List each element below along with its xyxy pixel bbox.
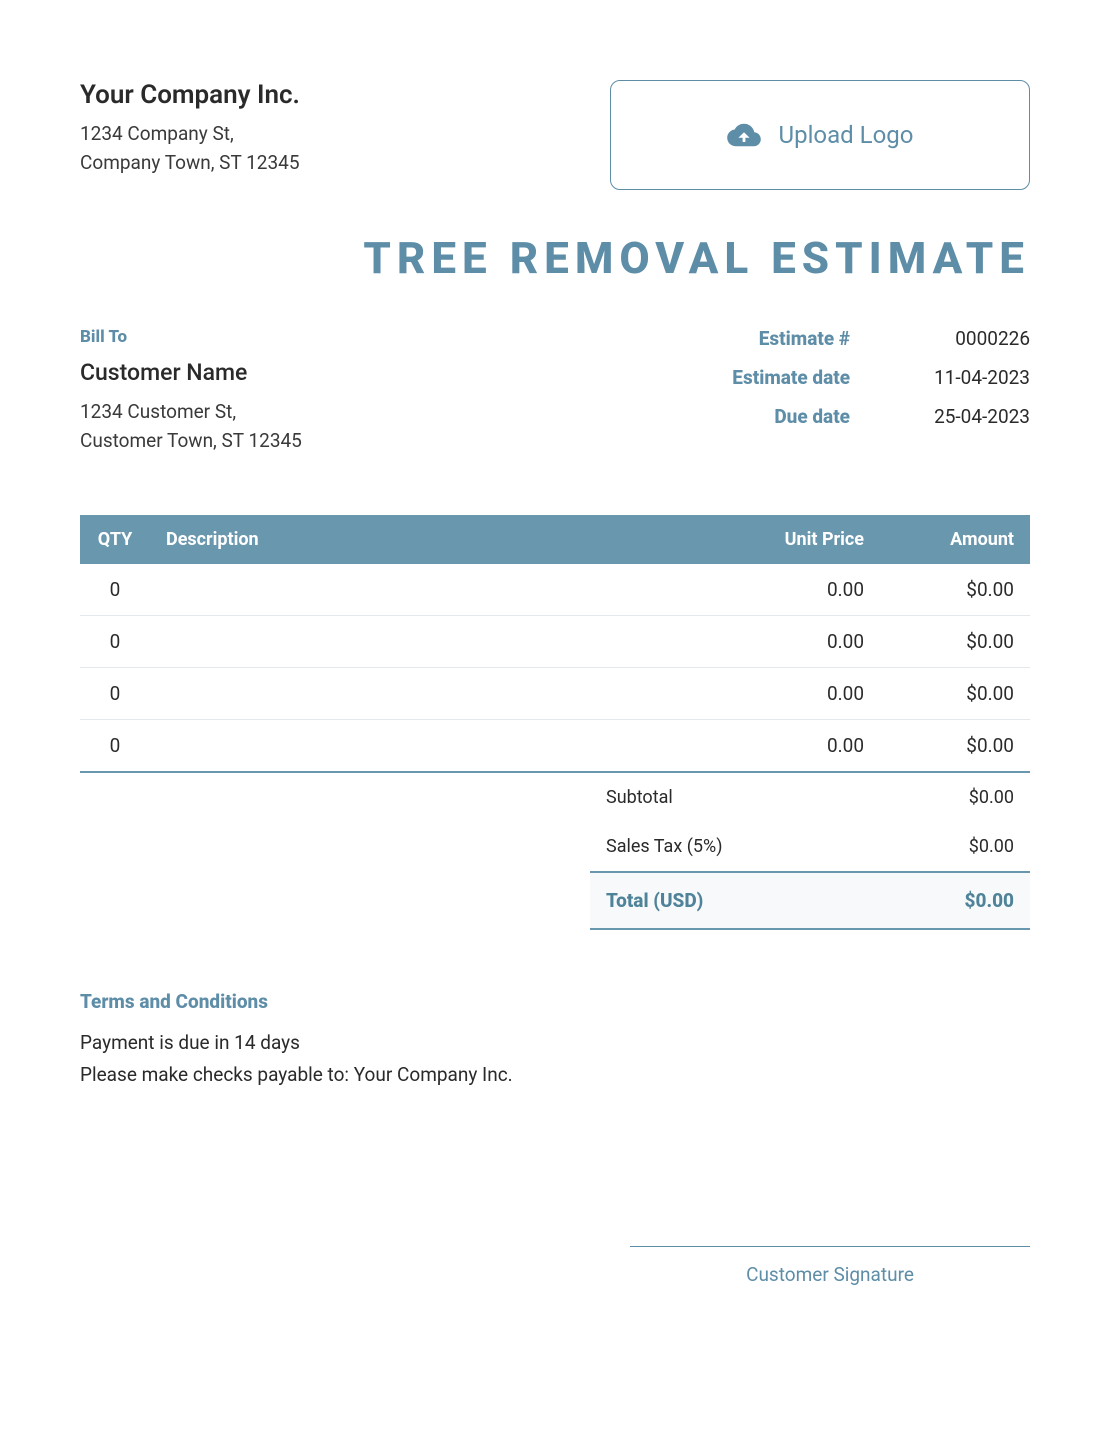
terms-section: Terms and Conditions Payment is due in 1… — [80, 990, 1030, 1092]
totals-section: Subtotal $0.00 Sales Tax (5%) $0.00 Tota… — [590, 773, 1030, 930]
signature-area: Customer Signature — [630, 1246, 1030, 1286]
cell-desc — [150, 616, 720, 668]
estimate-number-value: 0000226 — [900, 327, 1030, 350]
company-name: Your Company Inc. — [80, 80, 300, 110]
header: Your Company Inc. 1234 Company St, Compa… — [80, 80, 1030, 190]
cell-price: 0.00 — [720, 720, 880, 773]
terms-title: Terms and Conditions — [80, 990, 1030, 1013]
cell-amount: $0.00 — [880, 720, 1030, 773]
cell-qty: 0 — [80, 616, 150, 668]
line-items-table: QTY Description Unit Price Amount 0 0.00… — [80, 515, 1030, 773]
customer-name: Customer Name — [80, 359, 302, 386]
subtotal-label: Subtotal — [606, 787, 673, 808]
customer-address-line1: 1234 Customer St, — [80, 398, 302, 427]
terms-line2: Please make checks payable to: Your Comp… — [80, 1059, 1030, 1091]
estimate-date-value: 11-04-2023 — [900, 366, 1030, 389]
cell-amount: $0.00 — [880, 668, 1030, 720]
company-address: 1234 Company St, Company Town, ST 12345 — [80, 120, 300, 177]
terms-text: Payment is due in 14 days Please make ch… — [80, 1027, 1030, 1092]
grand-total-row: Total (USD) $0.00 — [590, 871, 1030, 930]
cell-price: 0.00 — [720, 564, 880, 616]
estimate-meta: Estimate # 0000226 Estimate date 11-04-2… — [670, 327, 1030, 455]
signature-line — [630, 1246, 1030, 1247]
company-address-line1: 1234 Company St, — [80, 120, 300, 149]
upload-logo-label: Upload Logo — [779, 121, 914, 149]
header-description: Description — [150, 515, 720, 564]
subtotal-value: $0.00 — [969, 787, 1014, 808]
table-row: 0 0.00 $0.00 — [80, 720, 1030, 773]
document-title: TREE REMOVAL ESTIMATE — [80, 230, 1030, 287]
company-info: Your Company Inc. 1234 Company St, Compa… — [80, 80, 300, 177]
cell-price: 0.00 — [720, 616, 880, 668]
grand-total-label: Total (USD) — [606, 889, 703, 912]
estimate-date-label: Estimate date — [670, 366, 850, 389]
tax-label: Sales Tax (5%) — [606, 836, 722, 857]
table-row: 0 0.00 $0.00 — [80, 564, 1030, 616]
signature-label: Customer Signature — [630, 1263, 1030, 1286]
header-amount: Amount — [880, 515, 1030, 564]
cell-desc — [150, 720, 720, 773]
meta-section: Bill To Customer Name 1234 Customer St, … — [80, 327, 1030, 455]
subtotal-row: Subtotal $0.00 — [590, 773, 1030, 822]
upload-logo-button[interactable]: Upload Logo — [610, 80, 1030, 190]
cloud-upload-icon — [727, 121, 761, 149]
cell-amount: $0.00 — [880, 616, 1030, 668]
header-unit-price: Unit Price — [720, 515, 880, 564]
table-row: 0 0.00 $0.00 — [80, 668, 1030, 720]
grand-total-value: $0.00 — [965, 889, 1014, 912]
tax-value: $0.00 — [969, 836, 1014, 857]
cell-desc — [150, 668, 720, 720]
terms-line1: Payment is due in 14 days — [80, 1027, 1030, 1059]
due-date-value: 25-04-2023 — [900, 405, 1030, 428]
bill-to-label: Bill To — [80, 327, 302, 347]
estimate-date-row: Estimate date 11-04-2023 — [670, 366, 1030, 389]
estimate-number-row: Estimate # 0000226 — [670, 327, 1030, 350]
cell-qty: 0 — [80, 564, 150, 616]
company-address-line2: Company Town, ST 12345 — [80, 149, 300, 178]
customer-address: 1234 Customer St, Customer Town, ST 1234… — [80, 398, 302, 455]
estimate-number-label: Estimate # — [670, 327, 850, 350]
cell-qty: 0 — [80, 668, 150, 720]
due-date-label: Due date — [670, 405, 850, 428]
table-row: 0 0.00 $0.00 — [80, 616, 1030, 668]
due-date-row: Due date 25-04-2023 — [670, 405, 1030, 428]
header-qty: QTY — [80, 515, 150, 564]
cell-price: 0.00 — [720, 668, 880, 720]
customer-address-line2: Customer Town, ST 12345 — [80, 427, 302, 456]
cell-desc — [150, 564, 720, 616]
cell-amount: $0.00 — [880, 564, 1030, 616]
bill-to: Bill To Customer Name 1234 Customer St, … — [80, 327, 302, 455]
tax-row: Sales Tax (5%) $0.00 — [590, 822, 1030, 871]
cell-qty: 0 — [80, 720, 150, 773]
table-header-row: QTY Description Unit Price Amount — [80, 515, 1030, 564]
